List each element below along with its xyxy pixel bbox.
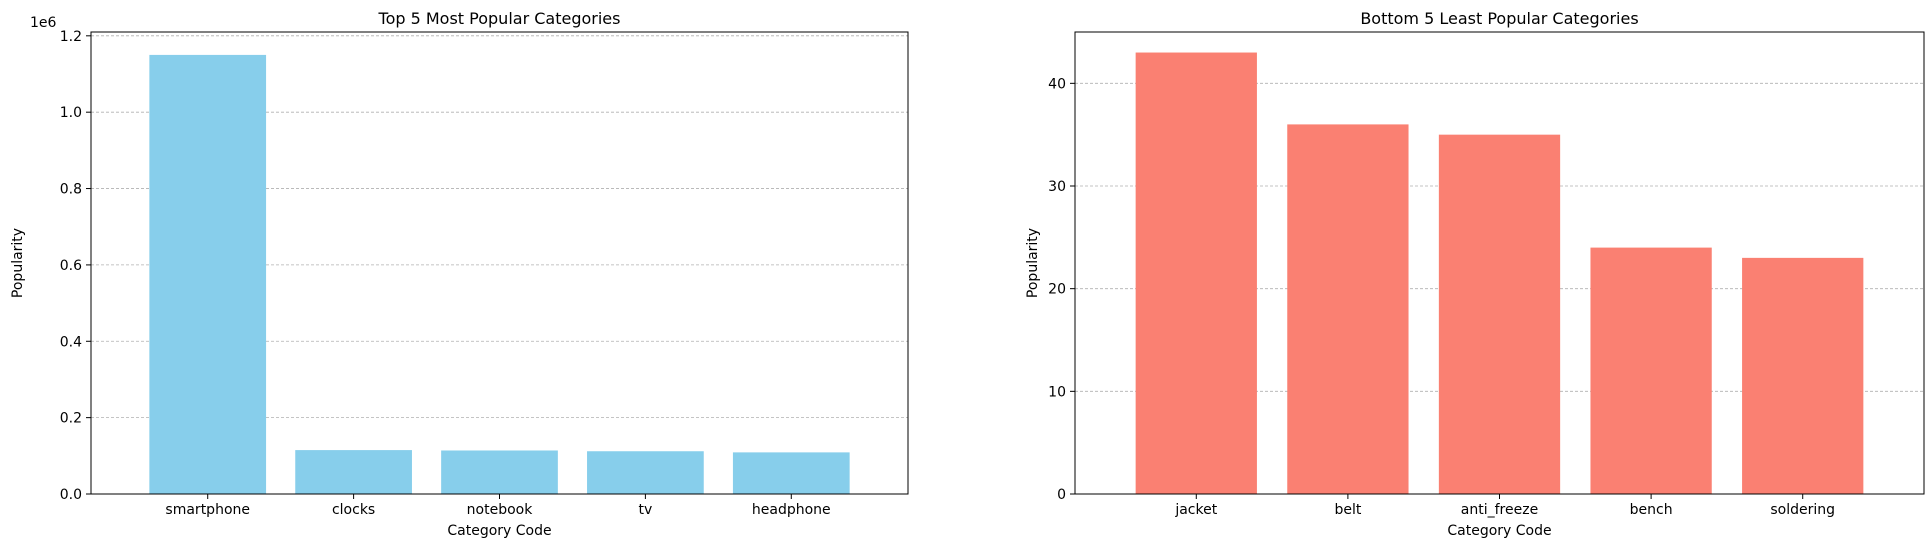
x-tick-label: jacket bbox=[1174, 502, 1217, 518]
y-tick-label: 40 bbox=[1048, 76, 1066, 92]
x-tick-label: tv bbox=[639, 502, 653, 518]
x-tick-label: clocks bbox=[332, 502, 375, 518]
y-tick-label: 1.0 bbox=[60, 105, 82, 121]
x-tick-label: soldering bbox=[1770, 502, 1835, 518]
bars bbox=[1135, 52, 1864, 495]
x-axis-ticks: jacket belt anti_freeze bench soldering bbox=[1174, 494, 1835, 518]
chart-bottom-5-least-popular: 0 10 20 30 40 jacket belt anti_freeze bench sold… bbox=[1025, 9, 1925, 539]
y-tick-label: 10 bbox=[1048, 384, 1066, 400]
y-tick-label: 0.2 bbox=[60, 411, 82, 427]
bar-jacket bbox=[1135, 52, 1257, 495]
bar-soldering bbox=[1742, 257, 1864, 494]
y-axis-ticks: 0 10 20 30 40 bbox=[1048, 76, 1075, 503]
y-tick-label: 0 bbox=[1057, 487, 1066, 503]
chart-title: Bottom 5 Least Popular Categories bbox=[1360, 9, 1638, 28]
chart-title: Top 5 Most Popular Categories bbox=[378, 9, 621, 28]
y-tick-label: 0.8 bbox=[60, 182, 82, 198]
bar-clocks bbox=[295, 450, 412, 494]
x-tick-label: smartphone bbox=[165, 502, 250, 518]
x-tick-label: belt bbox=[1334, 502, 1361, 518]
bar-smartphone bbox=[149, 54, 267, 495]
x-axis-ticks: smartphone clocks notebook tv headphone bbox=[165, 494, 831, 518]
bar-bench bbox=[1590, 247, 1712, 494]
x-tick-label: notebook bbox=[467, 502, 534, 518]
y-tick-label: 0.6 bbox=[60, 258, 82, 274]
x-tick-label: bench bbox=[1630, 502, 1673, 518]
bar-tv bbox=[587, 451, 704, 494]
bar-belt bbox=[1287, 124, 1409, 495]
y-tick-label: 30 bbox=[1048, 179, 1066, 195]
y-axis-label: Popularity bbox=[10, 228, 26, 298]
bar-anti-freeze bbox=[1438, 134, 1561, 494]
x-axis-label: Category Code bbox=[447, 523, 551, 539]
chart-top-5-popular: 0.0 0.2 0.4 0.6 0.8 1.0 1.2 smartphone clocks no… bbox=[10, 9, 909, 539]
y-tick-label: 0.0 bbox=[60, 487, 82, 503]
bars bbox=[149, 54, 850, 495]
y-tick-label: 0.4 bbox=[60, 334, 82, 350]
y-axis-multiplier: 1e6 bbox=[30, 15, 57, 31]
bar-notebook bbox=[441, 450, 558, 494]
x-tick-label: headphone bbox=[752, 502, 831, 518]
y-tick-label: 20 bbox=[1048, 282, 1066, 298]
bar-headphone bbox=[732, 452, 850, 494]
x-tick-label: anti_freeze bbox=[1461, 502, 1538, 518]
y-tick-label: 1.2 bbox=[60, 29, 82, 45]
x-axis-label: Category Code bbox=[1447, 523, 1551, 539]
y-axis-label: Popularity bbox=[1025, 228, 1041, 298]
y-axis-ticks: 0.0 0.2 0.4 0.6 0.8 1.0 1.2 bbox=[60, 29, 91, 503]
